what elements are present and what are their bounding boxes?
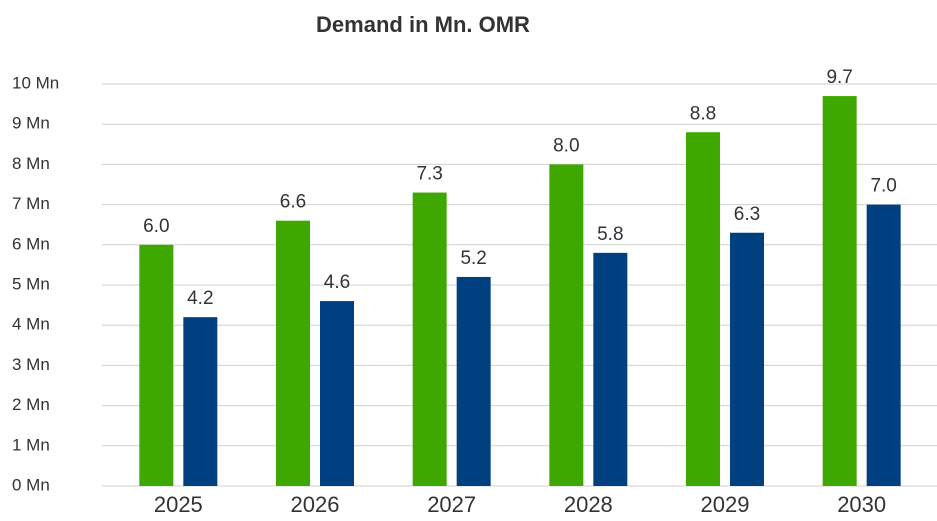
bar xyxy=(730,232,764,486)
value-label: 7.3 xyxy=(416,164,442,185)
y-tick-label: 9 Mn xyxy=(12,114,50,133)
x-tick-label: 2030 xyxy=(837,492,886,517)
bar xyxy=(276,220,310,486)
bar xyxy=(822,96,857,486)
bar xyxy=(593,252,628,486)
y-tick-label: 2 Mn xyxy=(12,395,50,414)
x-tick-label: 2028 xyxy=(564,492,613,517)
value-label: 6.6 xyxy=(280,192,306,213)
bar xyxy=(183,317,218,486)
bar xyxy=(866,204,901,486)
value-label: 4.6 xyxy=(324,272,350,293)
bar xyxy=(139,244,174,486)
x-tick-label: 2025 xyxy=(154,492,203,517)
value-label: 8.0 xyxy=(553,135,579,156)
bar xyxy=(456,276,491,486)
value-label: 6.3 xyxy=(734,204,760,225)
bar xyxy=(686,132,720,487)
value-label: 5.8 xyxy=(597,224,623,245)
value-label: 6.0 xyxy=(143,216,169,237)
y-tick-label: 5 Mn xyxy=(12,274,50,293)
bar xyxy=(549,164,584,486)
y-tick-label: 4 Mn xyxy=(12,315,50,334)
y-tick-label: 0 Mn xyxy=(12,475,50,494)
value-label: 4.2 xyxy=(187,288,213,309)
bar xyxy=(320,301,354,486)
y-tick-label: 7 Mn xyxy=(12,194,50,213)
y-tick-label: 8 Mn xyxy=(12,154,50,173)
x-tick-label: 2026 xyxy=(291,492,340,517)
y-tick-label: 3 Mn xyxy=(12,355,50,374)
x-tick-label: 2027 xyxy=(427,492,476,517)
y-tick-label: 1 Mn xyxy=(12,435,50,454)
y-tick-label: 10 Mn xyxy=(12,73,59,92)
value-label: 5.2 xyxy=(460,248,486,269)
value-label: 7.0 xyxy=(870,176,896,197)
x-tick-label: 2029 xyxy=(701,492,750,517)
value-label: 9.7 xyxy=(826,67,852,88)
y-tick-label: 6 Mn xyxy=(12,234,50,253)
chart-title: Demand in Mn. OMR xyxy=(316,12,530,37)
value-label: 8.8 xyxy=(690,103,716,124)
bar xyxy=(412,192,447,487)
